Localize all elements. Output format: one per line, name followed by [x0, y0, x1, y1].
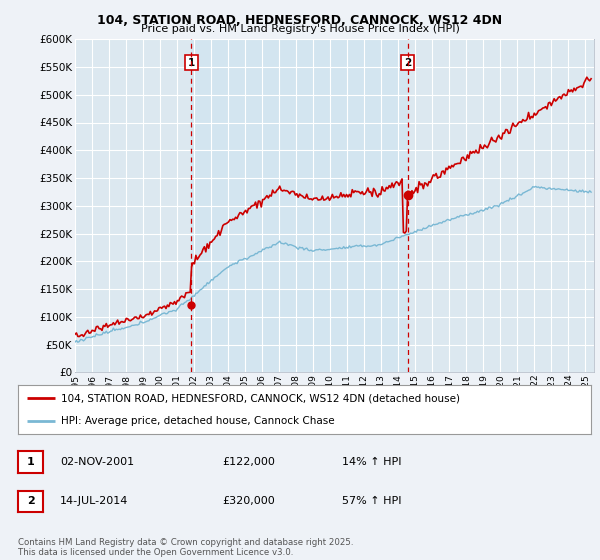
Text: £122,000: £122,000	[222, 457, 275, 467]
Text: 2: 2	[27, 496, 34, 506]
Text: 1: 1	[188, 58, 195, 68]
Text: 02-NOV-2001: 02-NOV-2001	[60, 457, 134, 467]
Bar	[191, 39, 407, 372]
Text: 2: 2	[404, 58, 411, 68]
Text: 104, STATION ROAD, HEDNESFORD, CANNOCK, WS12 4DN: 104, STATION ROAD, HEDNESFORD, CANNOCK, …	[97, 14, 503, 27]
Text: £320,000: £320,000	[222, 496, 275, 506]
Text: 1: 1	[27, 457, 34, 467]
Text: 14-JUL-2014: 14-JUL-2014	[60, 496, 128, 506]
Text: Price paid vs. HM Land Registry's House Price Index (HPI): Price paid vs. HM Land Registry's House …	[140, 24, 460, 34]
Text: HPI: Average price, detached house, Cannock Chase: HPI: Average price, detached house, Cann…	[61, 416, 335, 426]
Text: 57% ↑ HPI: 57% ↑ HPI	[342, 496, 401, 506]
Text: 104, STATION ROAD, HEDNESFORD, CANNOCK, WS12 4DN (detached house): 104, STATION ROAD, HEDNESFORD, CANNOCK, …	[61, 393, 460, 403]
Text: 14% ↑ HPI: 14% ↑ HPI	[342, 457, 401, 467]
Text: Contains HM Land Registry data © Crown copyright and database right 2025.
This d: Contains HM Land Registry data © Crown c…	[18, 538, 353, 557]
